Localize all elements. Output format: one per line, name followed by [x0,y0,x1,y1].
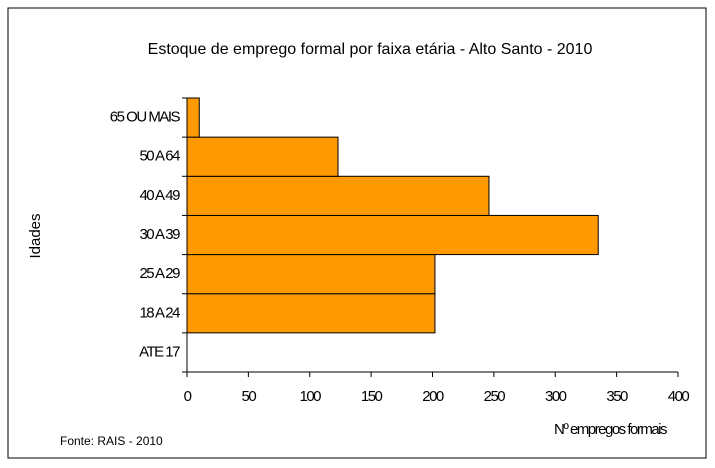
x-tick-label: 100 [299,388,321,405]
bar [186,175,490,216]
y-tick-label: 30 A 39 [139,226,180,243]
y-tick-label: ATE 17 [139,343,180,360]
bar [186,254,436,295]
x-tick-label: 350 [606,388,628,405]
x-tick-label: 200 [422,388,444,405]
x-tick-label: 400 [668,388,690,405]
y-tick-label: 65 OU MAIS [110,109,181,126]
y-tick-label: 50 A 64 [139,148,180,165]
y-tick-label: 18 A 24 [139,304,180,321]
bar [186,136,339,177]
y-axis-label: Idades [27,213,44,258]
x-axis-label: Nº empregos formais [554,421,667,438]
y-tick-label: 25 A 29 [139,265,180,282]
bar [186,97,200,138]
bar [186,214,599,256]
x-tick-label: 250 [484,388,506,405]
source-note: Fonte: RAIS - 2010 [60,434,163,448]
x-tick-label: 150 [361,388,383,405]
x-tick-label: 0 [184,388,192,405]
bar [186,293,436,334]
x-tick-label: 50 [242,388,257,405]
y-tick-label: 40 A 49 [139,187,180,204]
x-tick-label: 300 [545,388,567,405]
chart-title: Estoque de emprego formal por faixa etár… [148,41,593,58]
